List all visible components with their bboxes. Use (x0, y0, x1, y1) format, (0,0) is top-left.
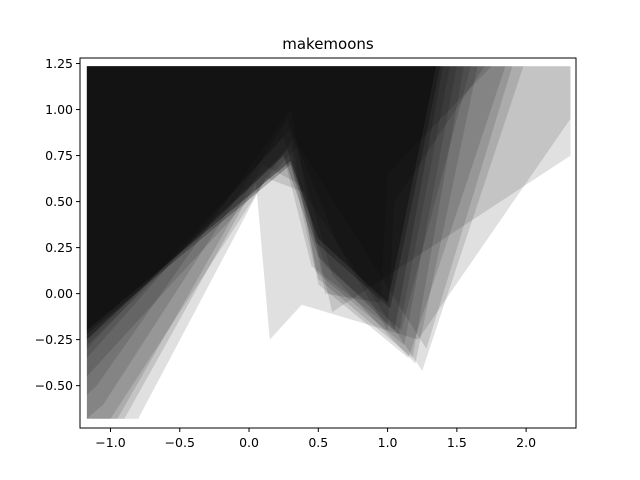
y-tick-label: 1.25 (45, 56, 73, 71)
region-polygon-4 (86, 66, 506, 419)
x-tick-label: −1.0 (95, 435, 125, 450)
region-polygon-12 (86, 66, 444, 340)
x-axis: −1.0 −0.5 0.0 0.5 1.0 1.5 2.0 (95, 428, 536, 450)
y-tick-label: 0.75 (45, 148, 73, 163)
region-polygon-10 (86, 66, 457, 346)
region-polygon-9 (86, 66, 464, 359)
region-polygon-14 (86, 66, 437, 331)
x-tick-label: 1.0 (378, 435, 398, 450)
region-polygon-13 (86, 66, 441, 335)
y-tick-label: −0.25 (35, 332, 73, 347)
chart-title: makemoons (282, 35, 374, 53)
y-axis: −0.50 −0.25 0.00 0.25 0.50 0.75 1.00 1.25 (35, 56, 80, 393)
x-tick-label: 0.5 (308, 435, 328, 450)
region-polygon-11 (86, 66, 450, 340)
region-polygon-3 (86, 66, 513, 419)
plot-frame (79, 57, 577, 429)
y-tick-label: 1.00 (45, 102, 73, 117)
y-tick-label: 0.50 (45, 194, 73, 209)
y-tick-label: −0.50 (35, 378, 73, 393)
region-polygon-6 (86, 66, 485, 377)
x-tick-label: 0.0 (239, 435, 259, 450)
region-polygon-2 (86, 66, 524, 419)
y-tick-label: 0.00 (45, 286, 73, 301)
region-polygon-7 (86, 66, 478, 364)
x-tick-label: −0.5 (165, 435, 195, 450)
y-tick-label: 0.25 (45, 240, 73, 255)
plot-area (86, 66, 571, 419)
x-tick-label: 2.0 (516, 435, 536, 450)
region-polygon-1 (86, 66, 571, 419)
region-polygon-0 (86, 66, 571, 419)
region-polygon-5 (86, 66, 492, 395)
region-polygon-8 (86, 66, 471, 349)
x-tick-label: 1.5 (447, 435, 467, 450)
